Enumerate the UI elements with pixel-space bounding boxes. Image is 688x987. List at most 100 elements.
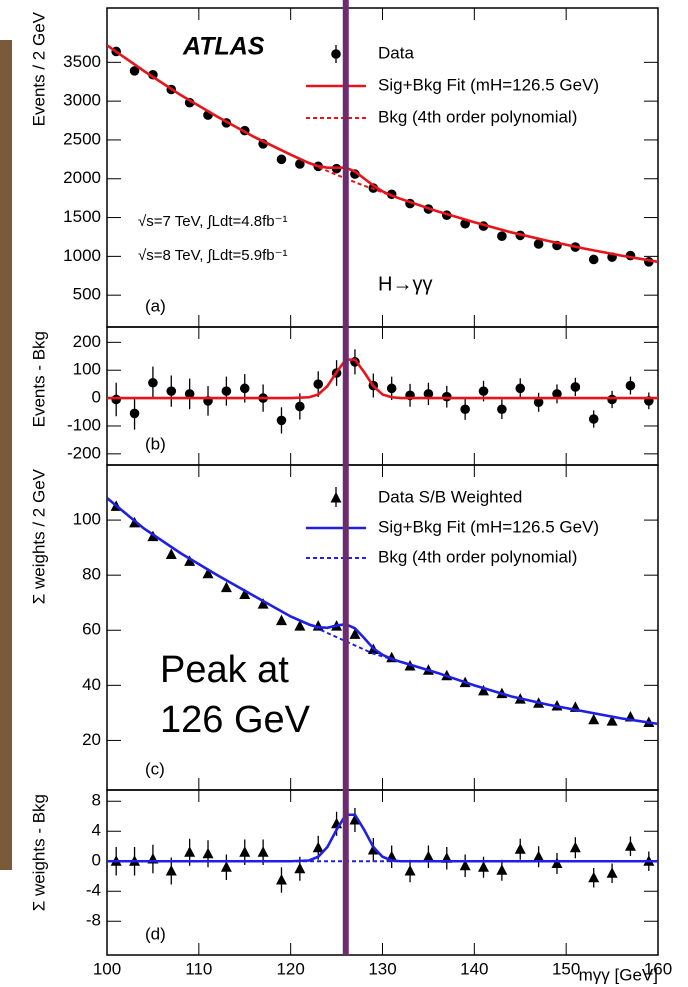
y-tick-label: 100	[73, 360, 101, 379]
data-point	[221, 386, 232, 396]
data-point	[422, 850, 434, 862]
x-tick-label: 150	[552, 959, 580, 978]
x-tick-label: 110	[185, 959, 212, 978]
data-point	[129, 66, 140, 76]
legend-label: Data	[378, 43, 414, 62]
data-point	[606, 867, 618, 878]
legend-marker	[331, 49, 341, 59]
data-point	[275, 874, 287, 885]
panel-frame	[106, 464, 659, 791]
data-point	[239, 383, 250, 394]
data-point	[295, 401, 305, 412]
y-axis-label: Σ weights - Bkg	[29, 794, 48, 911]
data-point	[349, 814, 361, 825]
panel-label: (c)	[145, 759, 165, 778]
data-point	[569, 841, 581, 853]
data-point	[165, 548, 177, 560]
data-point	[349, 628, 361, 639]
y-tick-label: 3000	[63, 91, 101, 110]
y-axis-label: Σ weights / 2 GeV	[29, 468, 48, 604]
legend-marker	[330, 492, 342, 503]
x-tick-label: 140	[460, 959, 488, 978]
legend-label: Bkg (4th order polynomial)	[378, 107, 577, 126]
fit-line	[107, 44, 658, 264]
data-point	[404, 865, 416, 876]
data-point	[275, 614, 287, 626]
y-tick-label: 500	[73, 285, 101, 304]
data-point	[459, 859, 471, 871]
y-tick-label: 1500	[63, 207, 101, 226]
panel-frame	[106, 789, 659, 956]
panel-label: (a)	[145, 296, 166, 315]
data-point	[423, 389, 434, 399]
y-tick-label: -100	[67, 415, 101, 434]
y-tick-label: 100	[73, 510, 101, 529]
legend-label: Sig+Bkg Fit (mH=126.5 GeV)	[378, 75, 599, 94]
fit-line	[107, 813, 658, 863]
data-point	[148, 377, 158, 388]
data-point	[294, 620, 306, 631]
bkg-line	[107, 497, 658, 725]
panel-label: (d)	[145, 924, 166, 943]
x-tick-label: 100	[93, 959, 121, 978]
data-point	[166, 386, 177, 396]
data-point	[184, 555, 196, 566]
data-point	[202, 847, 214, 859]
data-point	[533, 239, 544, 249]
data-point	[276, 415, 287, 426]
data-point	[202, 567, 214, 579]
data-point	[588, 713, 600, 725]
data-point	[588, 254, 599, 265]
data-point	[624, 840, 636, 851]
data-point	[257, 598, 269, 609]
data-point	[606, 715, 618, 726]
fit-line	[107, 358, 658, 400]
data-point	[184, 846, 196, 857]
data-point	[515, 383, 526, 394]
data-point	[165, 865, 177, 876]
data-point	[497, 231, 507, 241]
data-point	[552, 389, 562, 399]
data-point	[625, 380, 636, 391]
x-tick-label: 160	[644, 959, 672, 978]
y-tick-label: 20	[82, 730, 101, 749]
y-tick-label: 0	[92, 388, 101, 407]
data-point	[313, 379, 324, 389]
data-point	[184, 389, 195, 399]
data-point	[588, 414, 599, 424]
y-tick-label: 200	[73, 332, 101, 351]
data-point	[478, 861, 490, 872]
annotation: H→γγ	[378, 273, 432, 295]
background-strip	[0, 40, 12, 870]
annotation: 126 GeV	[160, 699, 311, 741]
data-point	[276, 154, 287, 165]
data-point	[551, 857, 563, 868]
y-tick-label: 0	[92, 851, 101, 870]
annotation: ATLAS	[182, 33, 265, 61]
data-point	[533, 397, 544, 408]
bkg-line	[107, 44, 658, 263]
y-tick-label: 4	[92, 821, 101, 840]
data-point	[239, 846, 251, 857]
data-point	[607, 394, 617, 405]
y-tick-label: 80	[82, 565, 101, 584]
data-point	[496, 864, 508, 875]
data-point	[257, 846, 269, 857]
annotation: √s=8 TeV, ∫Ldt=5.9fb⁻¹	[138, 247, 288, 264]
data-point	[295, 159, 305, 169]
y-tick-label: -200	[67, 443, 101, 462]
data-point	[294, 862, 306, 874]
data-point	[367, 844, 379, 855]
y-tick-label: 3500	[63, 52, 101, 71]
annotation: Peak at	[160, 649, 289, 691]
data-point	[129, 408, 140, 419]
annotation: √s=7 TeV, ∫Ldt=4.8fb⁻¹	[138, 213, 288, 230]
x-tick-label: 120	[276, 959, 304, 978]
data-point	[312, 841, 324, 853]
y-tick-label: 8	[92, 791, 101, 810]
legend-label: Bkg (4th order polynomial)	[378, 547, 577, 566]
y-tick-label: 2000	[63, 168, 101, 187]
y-tick-label: -8	[86, 911, 101, 930]
